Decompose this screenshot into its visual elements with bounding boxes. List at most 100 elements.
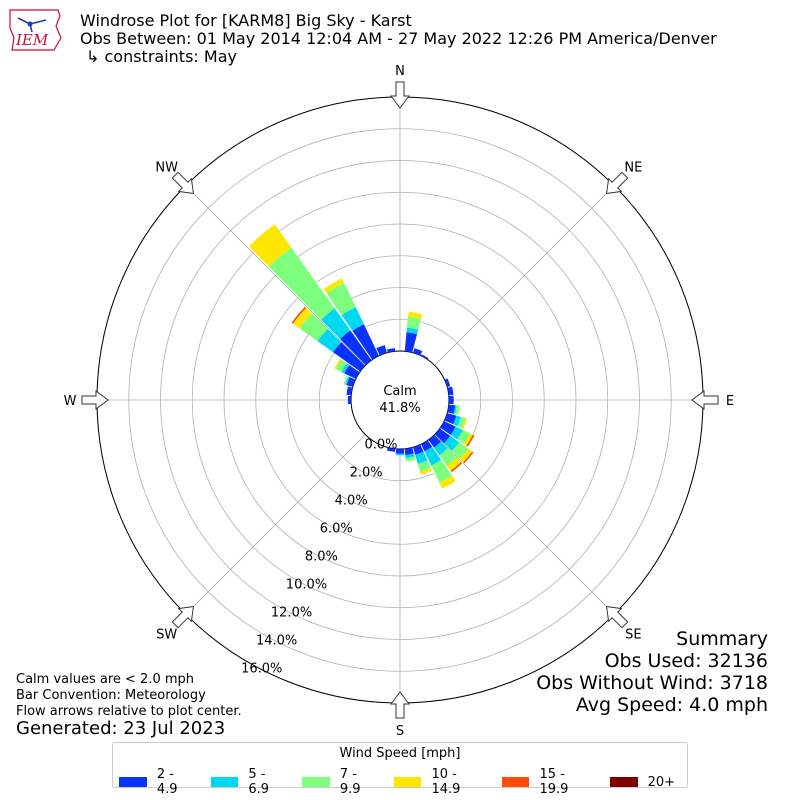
bar-segment-190-bin-0 <box>386 447 396 452</box>
bar-segment-320-bin-0 <box>340 330 372 366</box>
bar-segment-140-bin-3 <box>446 457 462 471</box>
bar-segment-160-bin-2 <box>417 460 431 472</box>
bar-segment-290-bin-2 <box>343 375 349 385</box>
bar-segment-160-bin-0 <box>413 444 424 455</box>
radial-tick-label: 16.0% <box>241 662 282 677</box>
bar-segment-20-bin-0 <box>413 348 423 356</box>
bar-segment-120-bin-2 <box>457 429 471 444</box>
flow-arrows <box>81 81 719 719</box>
legend-item: 15 - 19.9 <box>501 767 598 797</box>
legend-label: 5 - 6.9 <box>248 767 270 797</box>
legend-swatch <box>119 777 147 787</box>
bar-segment-330-bin-2 <box>326 282 356 316</box>
bar-segment-160-bin-3 <box>419 467 433 475</box>
grid-spoke <box>434 185 615 366</box>
bar-segment-110-bin-2 <box>457 416 466 429</box>
bar-segment-340-bin-0 <box>376 345 387 356</box>
bar-segment-310-bin-1 <box>317 328 342 353</box>
bar-segment-130-bin-1 <box>444 435 460 452</box>
bar-segment-140-bin-0 <box>428 434 442 448</box>
bar-segment-330-bin-3 <box>323 278 345 293</box>
bar-segment-110-bin-3 <box>461 418 468 429</box>
flow-arrow-NE <box>605 171 629 195</box>
bar-segment-100-bin-0 <box>447 404 456 414</box>
radial-tick-label: 4.0% <box>335 493 368 508</box>
summary-obs-without-wind: Obs Without Wind: 3718 <box>536 672 768 694</box>
calm-circle <box>350 350 450 450</box>
calm-label: Calm <box>383 384 416 399</box>
calm-value: 41.8% <box>379 401 420 416</box>
legend-title: Wind Speed [mph] <box>339 746 461 761</box>
grid-spoke <box>185 185 366 366</box>
legend-item: 10 - 14.9 <box>393 767 490 797</box>
radial-tick-label: 10.0% <box>286 577 327 592</box>
legend-items: 2 - 4.9 5 - 6.9 7 - 9.9 10 - 14.9 15 - 19.9 2… <box>119 767 687 797</box>
direction-label-E: E <box>726 394 734 409</box>
bar-segment-120-bin-3 <box>463 433 473 446</box>
bar-segment-90-bin-0 <box>448 395 454 405</box>
bar-segment-170-bin-2 <box>405 456 416 462</box>
bar-segment-320-bin-2 <box>268 247 335 320</box>
bar-segment-310-bin-2 <box>299 313 328 342</box>
bar-segment-80-bin-0 <box>447 386 454 396</box>
radial-tick-label: 0.0% <box>364 437 397 452</box>
legend-swatch <box>393 777 422 787</box>
bar-segment-300-bin-1 <box>341 363 350 374</box>
legend-swatch <box>609 777 638 787</box>
radial-tick-label: 8.0% <box>305 549 338 564</box>
direction-label-NE: NE <box>624 161 642 176</box>
bar-segment-300-bin-2 <box>335 359 347 373</box>
windrose-bars <box>248 224 475 489</box>
legend-label: 20+ <box>647 774 676 790</box>
bar-segment-130-bin-4 <box>463 451 474 464</box>
legend-label: 10 - 14.9 <box>431 767 461 797</box>
bar-segment-140-bin-2 <box>439 448 457 466</box>
logo-text: IEM <box>15 31 49 49</box>
bar-segment-160-bin-1 <box>415 451 428 465</box>
bar-segment-290-bin-0 <box>346 377 356 387</box>
bar-segment-310-bin-0 <box>332 342 366 372</box>
bar-segment-10-bin-3 <box>408 311 423 319</box>
summary-title: Summary <box>676 628 768 650</box>
legend-label: 7 - 9.9 <box>339 767 361 797</box>
summary-obs-used: Obs Used: 32136 <box>604 650 768 672</box>
flow-arrow-SW <box>171 605 195 629</box>
generated-date: Generated: 23 Jul 2023 <box>16 718 226 739</box>
radial-tick-label: 6.0% <box>320 521 353 536</box>
bar-segment-300-bin-0 <box>344 365 360 379</box>
chart-subtitle: Obs Between: 01 May 2014 12:04 AM - 27 M… <box>80 29 717 48</box>
chart-title: Windrose Plot for [KARM8] Big Sky - Kars… <box>80 11 412 30</box>
iem-logo: IEM <box>9 9 62 51</box>
legend-swatch <box>210 777 239 787</box>
bar-segment-30-bin-0 <box>421 354 429 360</box>
bar-segment-150-bin-2 <box>431 460 453 483</box>
bar-segment-140-bin-1 <box>433 441 448 456</box>
constraints-text: ↳ constraints: May <box>86 47 237 66</box>
bar-segment-110-bin-1 <box>453 415 461 427</box>
bar-segment-130-bin-3 <box>459 448 473 463</box>
bar-segment-150-bin-1 <box>424 446 442 466</box>
bar-segment-170-bin-0 <box>404 447 414 456</box>
legend-label: 15 - 19.9 <box>539 767 569 797</box>
radial-tick-label: 14.0% <box>256 633 297 648</box>
radial-tick-label: 12.0% <box>271 605 312 620</box>
bar-segment-10-bin-2 <box>406 316 422 330</box>
bar-segment-280-bin-0 <box>346 386 353 396</box>
bar-segment-120-bin-0 <box>440 421 456 435</box>
legend-item: 2 - 4.9 <box>119 767 199 797</box>
bar-segment-330-bin-0 <box>352 324 379 360</box>
bar-segment-270-bin-0 <box>347 395 352 405</box>
bar-segment-180-bin-1 <box>395 453 405 456</box>
direction-label-S: S <box>396 724 404 739</box>
legend-item: 20+ <box>609 767 676 797</box>
summary-box: Summary Obs Used: 32136 Obs Without Wind… <box>536 628 768 716</box>
flow-arrow-E <box>691 390 719 410</box>
direction-label-NW: NW <box>155 161 178 176</box>
bar-segment-300-bin-3 <box>334 358 342 370</box>
radial-tick-labels: 0.0% 2.0% 4.0% 6.0% 8.0% 10.0% 12.0% 14.0% 16.0% <box>241 437 397 676</box>
flow-arrow-S <box>390 691 410 719</box>
bar-segment-120-bin-1 <box>450 426 463 440</box>
bar-segment-70-bin-0 <box>444 378 451 387</box>
bar-segment-330-bin-1 <box>341 307 364 331</box>
